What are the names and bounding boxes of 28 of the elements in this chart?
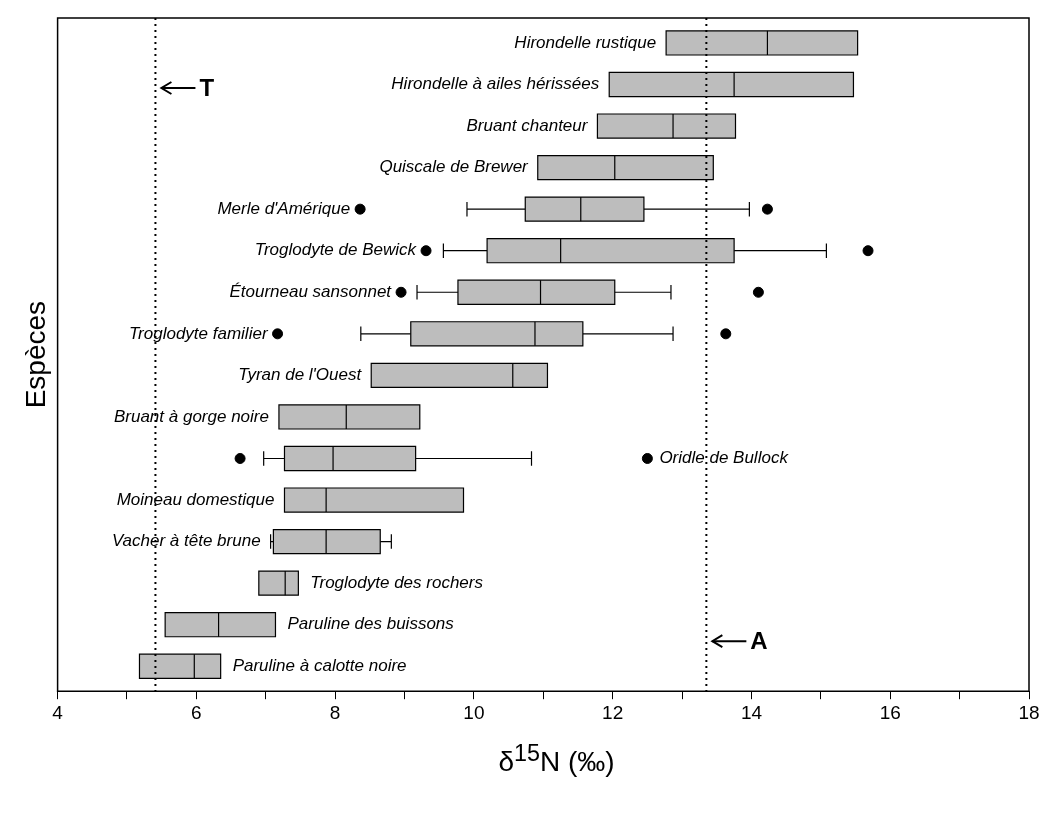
y-tick-label: Quiscale de Brewer	[379, 157, 530, 177]
x-tick-label: 10	[463, 701, 485, 723]
y-tick-label: Bruant chanteur	[466, 115, 589, 135]
y-tick-label: Tyran de l'Ouest	[238, 365, 363, 385]
y-tick-label: Paruline à calotte noire	[232, 656, 407, 675]
x-tick-label: 12	[602, 701, 624, 723]
x-tick-label: 8	[329, 701, 341, 723]
y-tick-label: Oridle de Bullock	[659, 448, 790, 468]
ref-line-label: A	[750, 626, 768, 654]
x-tick-label: 14	[740, 701, 763, 723]
y-tick-label: Vacher à tête brune	[111, 531, 261, 551]
x-tick-label: 18	[1018, 701, 1040, 723]
x-axis-title: δ$^{15}$N (‰)	[497, 740, 616, 779]
y-tick-label: Troglodyte de Bewick	[254, 240, 418, 260]
y-tick-label: Hirondelle à ailes hérissées	[391, 74, 600, 94]
y-tick-label: Troglodyte familier	[128, 323, 269, 343]
y-tick-label: Moineau domestique	[116, 489, 275, 509]
y-tick-label: Bruant à gorge noire	[113, 406, 269, 426]
x-tick-label: 16	[879, 701, 901, 723]
x-tick-label: 4	[52, 701, 64, 723]
y-tick-label: Merle d'Amérique	[217, 198, 351, 218]
y-tick-label: Hirondelle rustique	[514, 32, 657, 52]
y-axis-title: Espèces	[19, 300, 51, 409]
y-tick-label: Étourneau sansonnet	[229, 282, 393, 301]
y-tick-label: Paruline des buissons	[287, 614, 455, 634]
ref-line-label: T	[199, 73, 215, 101]
y-tick-label: Troglodyte des rochers	[310, 572, 484, 592]
x-tick-label: 6	[191, 701, 202, 723]
